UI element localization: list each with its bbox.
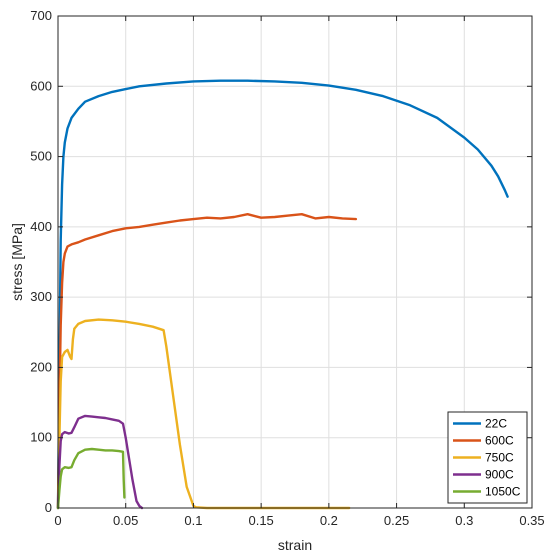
- x-tick-label: 0.05: [113, 513, 138, 528]
- legend-label: 750C: [485, 451, 514, 465]
- y-tick-label: 700: [30, 8, 52, 23]
- y-tick-label: 0: [45, 500, 52, 515]
- plot-frame: [57, 15, 533, 509]
- series-line-750c: [56, 318, 351, 510]
- series-line-22c: [56, 79, 509, 510]
- x-tick-label: 0: [54, 513, 61, 528]
- y-tick-label: 500: [30, 149, 52, 164]
- legend-label: 900C: [485, 468, 514, 482]
- y-tick-label: 300: [30, 289, 52, 304]
- series-layer: [56, 79, 509, 510]
- x-axis-label: strain: [278, 537, 312, 553]
- series-line-600c: [56, 212, 358, 510]
- legend: 22C 600C 750C 900C 1050C: [447, 411, 528, 504]
- x-tick-label: 0.15: [248, 513, 273, 528]
- x-tick-label: 0.35: [519, 513, 544, 528]
- y-tick-label: 200: [30, 359, 52, 374]
- y-axis-label: stress [MPa]: [9, 223, 25, 301]
- axis-ticks: 0 0.05 0.1 0.15 0.2 0.25 0.3 0.35 0 100 200 300 400 5…: [30, 8, 544, 528]
- y-tick-label: 600: [30, 78, 52, 93]
- legend-label: 22C: [485, 417, 507, 431]
- legend-label: 600C: [485, 434, 514, 448]
- x-tick-label: 0.3: [455, 513, 473, 528]
- x-tick-label: 0.1: [184, 513, 202, 528]
- x-tick-label: 0.25: [384, 513, 409, 528]
- y-tick-label: 400: [30, 219, 52, 234]
- x-tick-label: 0.2: [320, 513, 338, 528]
- series-line-1050c: [56, 447, 126, 510]
- legend-label: 1050C: [485, 485, 521, 499]
- y-tick-label: 100: [30, 430, 52, 445]
- series-line-900c: [56, 414, 144, 510]
